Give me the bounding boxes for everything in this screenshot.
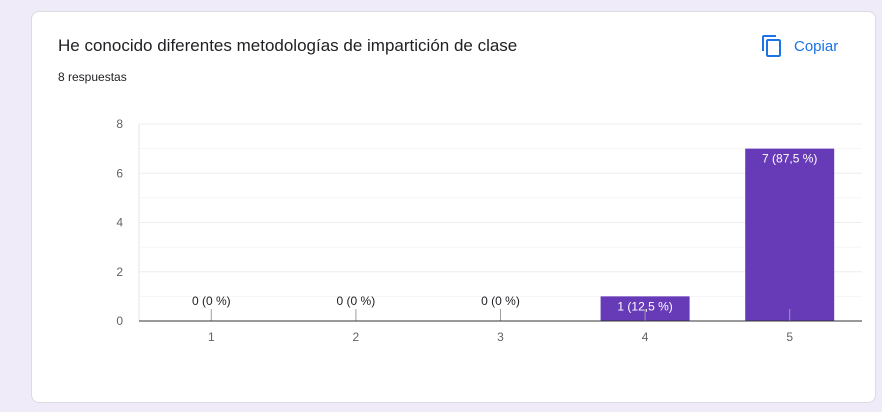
y-tick-label: 2: [116, 265, 123, 279]
x-tick-label: 5: [786, 330, 793, 344]
x-tick-label: 1: [208, 330, 215, 344]
copy-button[interactable]: Copiar: [760, 32, 838, 60]
bar: [745, 148, 835, 321]
data-label: 1 (12,5 %): [617, 299, 672, 313]
question-title: He conocido diferentes metodologías de i…: [58, 36, 518, 55]
y-tick-label: 8: [116, 117, 123, 131]
x-tick-label: 3: [497, 330, 504, 344]
y-tick-label: 0: [116, 314, 123, 328]
copy-icon: [762, 35, 781, 57]
copy-label: Copiar: [794, 37, 839, 55]
x-tick-label: 4: [642, 330, 649, 344]
data-label: 7 (87,5 %): [762, 152, 817, 166]
question-card: He conocido diferentes metodologías de i…: [31, 11, 876, 403]
response-count: 8 respuestas: [58, 70, 127, 84]
x-tick-label: 2: [353, 330, 360, 344]
bar-chart: 0 2 4 6 8 0 (0 %) 1 0 (0 %) 2 0 (0 %) 3 1 (12,5 %) 4…: [116, 117, 862, 344]
data-label: 0 (0 %): [337, 294, 376, 308]
y-tick-label: 4: [116, 216, 123, 230]
y-tick-label: 6: [116, 166, 123, 180]
data-label: 0 (0 %): [192, 294, 231, 308]
data-label: 0 (0 %): [481, 294, 520, 308]
